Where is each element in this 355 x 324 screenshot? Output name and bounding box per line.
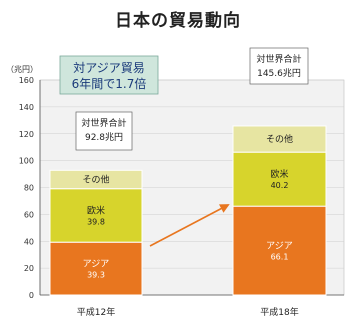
- bar-segment: [49, 188, 143, 243]
- callout-subtitle: 6年間で1.7倍: [72, 76, 147, 91]
- y-tick-label: 0: [29, 291, 34, 300]
- total-annotation-box: [75, 111, 133, 151]
- segment-name-label: アジア: [266, 242, 293, 252]
- segment-value-label: 39.8: [87, 217, 105, 226]
- segment-value-label: 40.2: [271, 181, 289, 190]
- category-label: 平成12年: [77, 306, 115, 318]
- segment-name-label: その他: [82, 174, 109, 186]
- total-annotation-value: 145.6兆円: [257, 68, 301, 79]
- bar-segment: [232, 125, 327, 153]
- category-label: 平成18年: [260, 306, 298, 318]
- y-tick-label: 100: [19, 157, 34, 166]
- bar-segment: [232, 151, 327, 207]
- y-tick-label: 160: [19, 76, 34, 85]
- total-annotation-box: [249, 47, 309, 85]
- bar-segment: [49, 169, 143, 190]
- y-tick-label: 80: [24, 184, 34, 193]
- growth-arrow: [149, 204, 230, 247]
- y-tick-label: 140: [19, 103, 34, 112]
- segment-value-label: 66.1: [271, 253, 289, 262]
- callout-title: 対アジア貿易: [73, 61, 145, 75]
- total-annotation-label: 対世界合計: [81, 117, 126, 129]
- segment-name-label: 欧米: [87, 204, 105, 216]
- bar-segment: [232, 205, 327, 296]
- total-annotation-value: 92.8兆円: [85, 132, 123, 143]
- y-tick-label: 120: [19, 130, 34, 139]
- y-tick-label: 20: [24, 264, 34, 273]
- plot-area: 020406080100120140160アジア39.3欧米39.8その他平成1…: [19, 47, 345, 318]
- y-tick-label: 60: [24, 210, 34, 219]
- segment-name-label: その他: [266, 133, 293, 145]
- chart-title: 日本の貿易動向: [115, 10, 241, 31]
- bar-segment: [49, 241, 143, 296]
- segment-name-label: 欧米: [270, 168, 288, 180]
- y-tick-label: 40: [24, 237, 34, 246]
- segment-value-label: 39.3: [87, 271, 105, 280]
- total-annotation-label: 対世界合計: [256, 53, 301, 65]
- callout-box: [59, 55, 159, 95]
- y-axis-unit-label: （兆円）: [6, 64, 38, 74]
- segment-name-label: アジア: [83, 260, 110, 270]
